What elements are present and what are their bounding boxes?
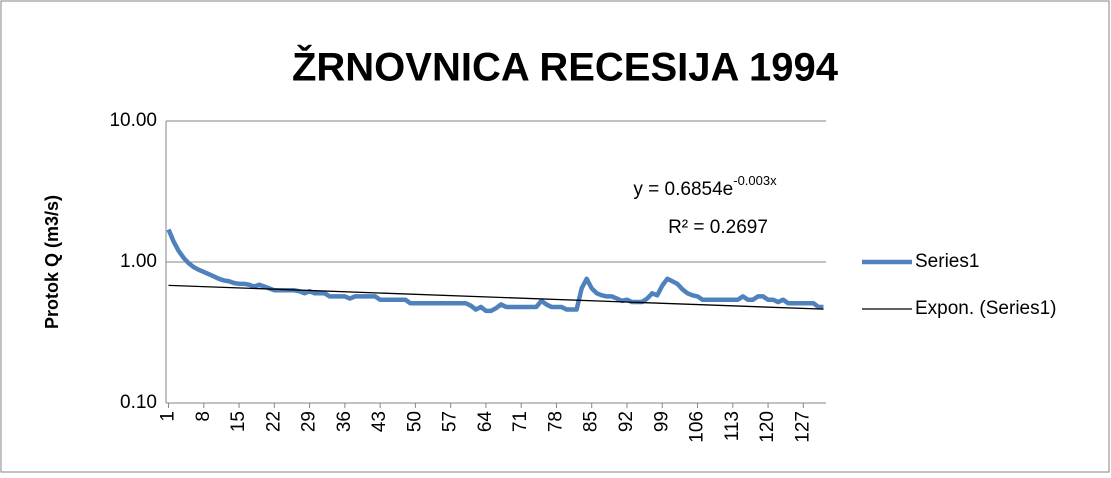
equation-exponent: -0.003x [733, 173, 777, 188]
y-axis-label: Protok Q (m3/s) [42, 195, 62, 329]
legend-label: Expon. (Series1) [915, 298, 1057, 319]
x-tick-label: 92 [616, 411, 637, 432]
x-tick-label: 71 [510, 411, 531, 432]
equation-base: y = 0.6854e [633, 179, 733, 200]
y-tick-label: 0.10 [120, 392, 157, 413]
x-tick-label: 64 [475, 411, 496, 433]
x-tick-label: 1 [158, 411, 179, 422]
x-tick-label: 99 [651, 411, 672, 432]
y-tick-label: 10.00 [109, 110, 157, 131]
legend-label: Series1 [915, 251, 979, 272]
x-tick-label: 120 [757, 411, 778, 443]
x-tick-label: 15 [228, 411, 249, 432]
x-tick-label: 127 [792, 411, 813, 443]
data-line [166, 228, 824, 314]
x-tick-label: 29 [299, 411, 320, 432]
x-tick-label: 22 [263, 411, 284, 432]
trend-r2: R² = 0.2697 [668, 217, 768, 238]
trend-equation: y = 0.6854e-0.003x [633, 173, 777, 200]
chart-title: ŽRNOVNICA RECESIJA 1994 [292, 44, 839, 90]
y-tick-label: 1.00 [120, 251, 157, 272]
x-tick-label: 8 [193, 411, 214, 422]
trend-line [168, 284, 824, 310]
x-tick-label: 85 [581, 411, 602, 432]
x-tick-label: 36 [334, 411, 355, 432]
x-tick-label: 106 [687, 411, 708, 443]
x-tick-label: 43 [369, 411, 390, 432]
x-tick-label: 50 [404, 411, 425, 432]
x-tick-label: 113 [722, 411, 743, 441]
x-tick-label: 57 [440, 411, 461, 432]
x-tick-label: 78 [545, 411, 566, 432]
